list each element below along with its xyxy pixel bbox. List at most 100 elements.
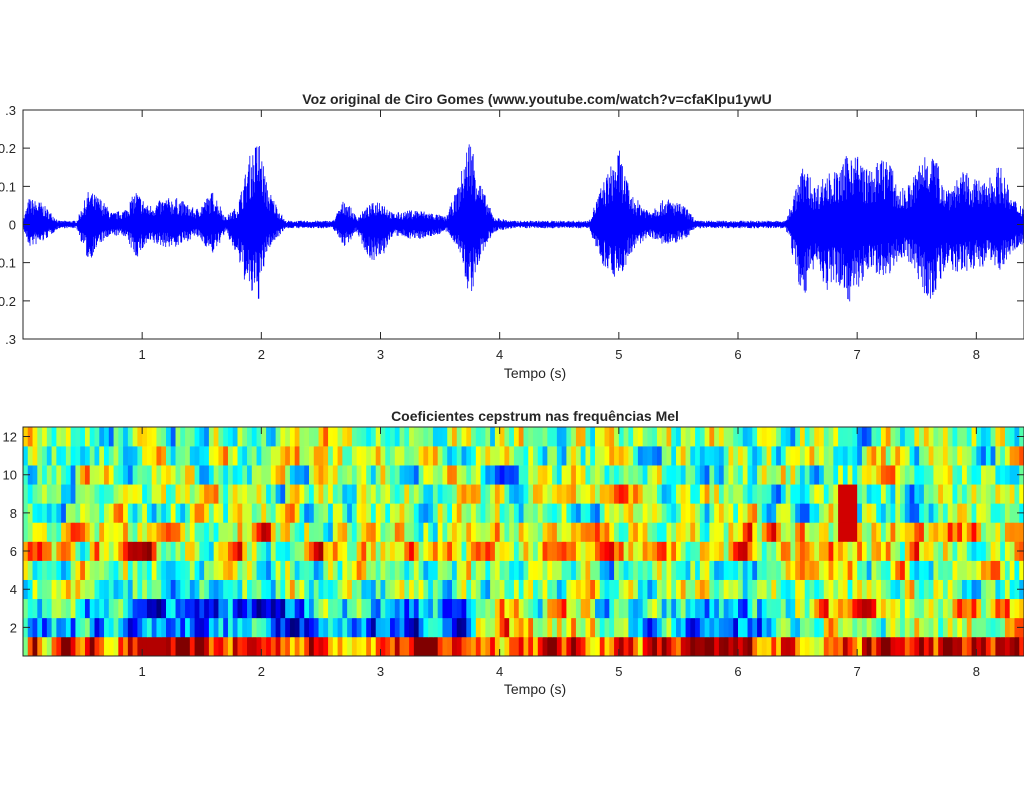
heatmap-cell <box>494 484 501 504</box>
heatmap-cell <box>32 598 38 619</box>
heatmap-cell <box>733 579 739 600</box>
heatmap-cell <box>418 427 424 447</box>
heatmap-cell <box>585 541 591 561</box>
heatmap-cell <box>504 560 510 580</box>
heatmap-cell <box>990 427 996 447</box>
heatmap-cell <box>871 541 877 561</box>
heatmap-cell <box>757 503 763 523</box>
heatmap-cell <box>714 484 720 504</box>
heatmap-cell <box>804 503 811 523</box>
heatmap-cell <box>966 484 973 504</box>
heatmap-cell <box>757 617 763 638</box>
heatmap-cell <box>166 427 172 447</box>
heatmap-cell <box>270 636 277 656</box>
heatmap-cell <box>599 446 606 466</box>
heatmap-cell <box>623 579 629 600</box>
heatmap-cell <box>256 427 262 447</box>
heatmap-cell <box>838 541 844 561</box>
heatmap-cell <box>790 465 796 485</box>
heatmap-cell <box>285 465 291 485</box>
heatmap-cell <box>280 636 286 656</box>
heatmap-cell <box>218 617 224 638</box>
heatmap-cell <box>733 560 739 580</box>
heatmap-cell <box>861 617 868 638</box>
heatmap-cell <box>404 465 410 485</box>
heatmap-cell <box>981 541 987 561</box>
heatmap-cell <box>838 465 844 485</box>
heatmap-cell <box>328 446 334 466</box>
heatmap-cell <box>208 484 215 504</box>
heatmap-cell <box>142 617 148 638</box>
heatmap-cell <box>871 522 877 542</box>
heatmap-cell <box>885 636 892 656</box>
heatmap-cell <box>385 503 391 523</box>
heatmap-cell <box>614 427 620 447</box>
heatmap-cell <box>776 446 782 466</box>
heatmap-cell <box>761 427 768 447</box>
heatmap-cell <box>580 636 587 656</box>
mfcc-y-tick-label: 8 <box>10 506 17 521</box>
heatmap-cell <box>590 522 596 542</box>
heatmap-cell <box>456 636 463 656</box>
heatmap-cell <box>957 484 963 504</box>
heatmap-cell <box>118 560 124 580</box>
heatmap-cell <box>285 503 291 523</box>
heatmap-cell <box>356 541 363 561</box>
heatmap-cell <box>804 598 811 619</box>
heatmap-cell <box>981 484 987 504</box>
heatmap-cell <box>318 598 324 619</box>
heatmap-cell <box>561 636 567 656</box>
heatmap-cell <box>585 598 591 619</box>
heatmap-cell <box>347 617 353 638</box>
heatmap-cell <box>976 446 982 466</box>
heatmap-cell <box>637 427 644 447</box>
heatmap-cell <box>661 522 668 542</box>
heatmap-cell <box>471 465 477 485</box>
heatmap-cell <box>523 446 529 466</box>
heatmap-cell <box>494 427 501 447</box>
heatmap-cell <box>995 465 1001 485</box>
heatmap-cell <box>318 560 324 580</box>
heatmap-cell <box>833 598 839 619</box>
heatmap-cell <box>618 503 625 523</box>
heatmap-cell <box>623 598 629 619</box>
heatmap-cell <box>923 484 930 504</box>
heatmap-cell <box>823 522 830 542</box>
heatmap-cell <box>180 446 186 466</box>
heatmap-cell <box>652 446 658 466</box>
heatmap-cell <box>46 560 53 580</box>
heatmap-cell <box>213 446 220 466</box>
heatmap-cell <box>409 541 415 561</box>
heatmap-cell <box>699 541 706 561</box>
heatmap-cell <box>304 579 310 600</box>
mfcc-x-tick-label: 3 <box>377 664 384 679</box>
heatmap-cell <box>814 446 820 466</box>
heatmap-cell <box>380 617 386 638</box>
heatmap-cell <box>370 579 377 600</box>
heatmap-cell <box>380 541 386 561</box>
heatmap-cell <box>966 598 973 619</box>
heatmap-cell <box>790 636 796 656</box>
heatmap-cell <box>485 598 491 619</box>
heatmap-cell <box>642 598 649 619</box>
heatmap-cell <box>428 503 434 523</box>
heatmap-cell <box>356 617 363 638</box>
heatmap-cell <box>799 541 806 561</box>
heatmap-cell <box>909 427 915 447</box>
heatmap-cell <box>418 560 424 580</box>
heatmap-cell <box>432 446 439 466</box>
heatmap-cell <box>628 503 634 523</box>
heatmap-cell <box>633 541 639 561</box>
heatmap-cell <box>27 484 34 504</box>
heatmap-cell <box>166 541 172 561</box>
heatmap-cell <box>471 579 477 600</box>
heatmap-cell <box>118 598 124 619</box>
heatmap-cell <box>823 598 830 619</box>
heatmap-cell <box>952 446 958 466</box>
mfcc-y-tick-label: 4 <box>10 582 17 597</box>
heatmap-cell <box>490 636 496 656</box>
heatmap-cell <box>914 598 920 619</box>
heatmap-cell <box>108 503 115 523</box>
heatmap-cell <box>104 598 110 619</box>
heatmap-cell <box>351 579 358 600</box>
